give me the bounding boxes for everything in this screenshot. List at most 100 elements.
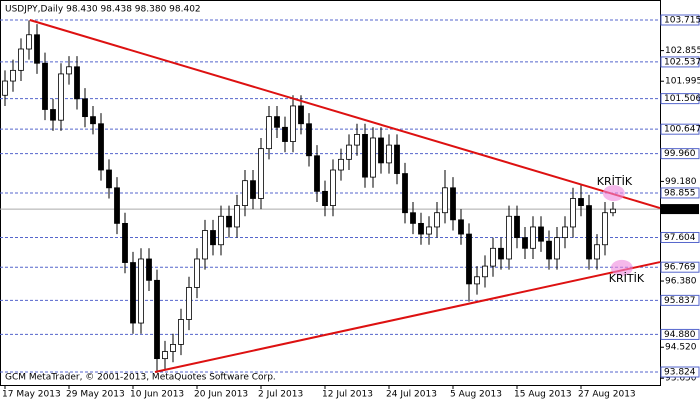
y-tick-label: 99.180 [665, 177, 697, 187]
candle-body [418, 222, 424, 235]
candle-body [2, 80, 8, 96]
level-box [660, 56, 700, 68]
x-tick-label: 2 Jul 2013 [258, 390, 303, 400]
candle-body [378, 137, 384, 164]
candle-body [298, 105, 304, 125]
candle-body [554, 237, 560, 260]
current-price-box [661, 204, 699, 215]
candle-body [362, 134, 368, 178]
candle-body [490, 247, 496, 267]
x-tick-label: 5 Aug 2013 [450, 390, 502, 400]
annotation: KRİTİK [597, 175, 633, 188]
candle-body [162, 351, 168, 360]
y-tick-label: 102.855 [665, 46, 700, 56]
candle-body [466, 233, 472, 285]
level-box [660, 366, 700, 378]
candle-body [514, 215, 520, 239]
candle-body [74, 66, 80, 100]
level-label: 97.604 [664, 233, 696, 243]
candle-body [274, 116, 280, 128]
candle-body [146, 258, 152, 281]
candle-body [282, 126, 288, 142]
candle-body [18, 48, 24, 71]
candle-body [250, 180, 256, 199]
candle-body [42, 62, 48, 110]
candle-body [58, 73, 64, 121]
candle-body [610, 208, 616, 214]
candle-body [90, 116, 96, 125]
candle-body [234, 205, 240, 228]
candle-body [242, 180, 248, 206]
candle-body [226, 215, 232, 228]
candle-body [402, 173, 408, 214]
level-label: 94.880 [664, 330, 696, 340]
level-box [660, 294, 700, 306]
candle-body [178, 319, 184, 345]
candle-body [410, 212, 416, 224]
level-label: 98.855 [664, 188, 696, 198]
level-box [660, 261, 700, 273]
x-tick-label: 29 May 2013 [66, 390, 125, 400]
current-price-label: 98.402 [664, 205, 696, 215]
candle-body [130, 262, 136, 324]
chart-title: USDJPY,Daily 98.430 98.438 98.380 98.402 [5, 5, 201, 15]
y-tick-label: 96.380 [665, 277, 697, 287]
x-tick-label: 27 Aug 2013 [578, 390, 636, 400]
candle-body [290, 105, 296, 142]
level-label: 95.837 [664, 296, 696, 306]
y-tick-label: 94.520 [665, 343, 697, 353]
candle-body [170, 343, 176, 352]
level-box [660, 231, 700, 243]
candle-body [34, 34, 40, 64]
candle-body [570, 198, 576, 228]
candle-body [98, 123, 104, 171]
candle-body [186, 287, 192, 320]
level-label: 96.769 [664, 263, 696, 273]
candle-body [426, 226, 432, 235]
level-box [660, 93, 700, 105]
trendline [154, 261, 661, 373]
candle-body [306, 123, 312, 157]
candle-body [482, 265, 488, 278]
x-tick-label: 12 Jul 2013 [322, 390, 373, 400]
candle-body [562, 226, 568, 239]
candle-body [10, 69, 16, 82]
candle-body [442, 187, 448, 214]
candle-body [50, 109, 56, 121]
candle-body [330, 169, 336, 206]
candle-body [346, 144, 352, 160]
candle-body [266, 116, 272, 150]
level-label: 100.647 [664, 125, 700, 135]
candle-body [602, 212, 608, 246]
x-tick-label: 10 Jun 2013 [130, 390, 184, 400]
candle-body [114, 187, 120, 224]
level-box [660, 187, 700, 199]
candle-body [474, 276, 480, 285]
annotation: KRİTİK [609, 272, 645, 285]
level-box [660, 148, 700, 160]
level-label: 102.537 [664, 57, 700, 67]
candle-body [546, 240, 552, 260]
candle-body [66, 66, 72, 75]
candle-body [82, 98, 88, 118]
candle-body [202, 230, 208, 260]
trendline [29, 19, 661, 209]
y-tick-label: 93.650 [665, 374, 697, 384]
candle-body [210, 230, 216, 246]
x-tick-label: 24 Jul 2013 [386, 390, 437, 400]
candle-body [530, 226, 536, 249]
candle-body [122, 222, 128, 263]
candle-body [106, 169, 112, 189]
candle-body [258, 148, 264, 199]
candle-body [26, 34, 32, 50]
x-tick-label: 17 May 2013 [2, 390, 61, 400]
candle-body [506, 215, 512, 260]
level-label: 103.715 [664, 16, 700, 26]
candle-body [578, 198, 584, 206]
highlight-circle [602, 185, 625, 202]
candle-body [450, 187, 456, 221]
candle-body [394, 144, 400, 174]
candle-body [538, 226, 544, 242]
candle-body [594, 244, 600, 260]
